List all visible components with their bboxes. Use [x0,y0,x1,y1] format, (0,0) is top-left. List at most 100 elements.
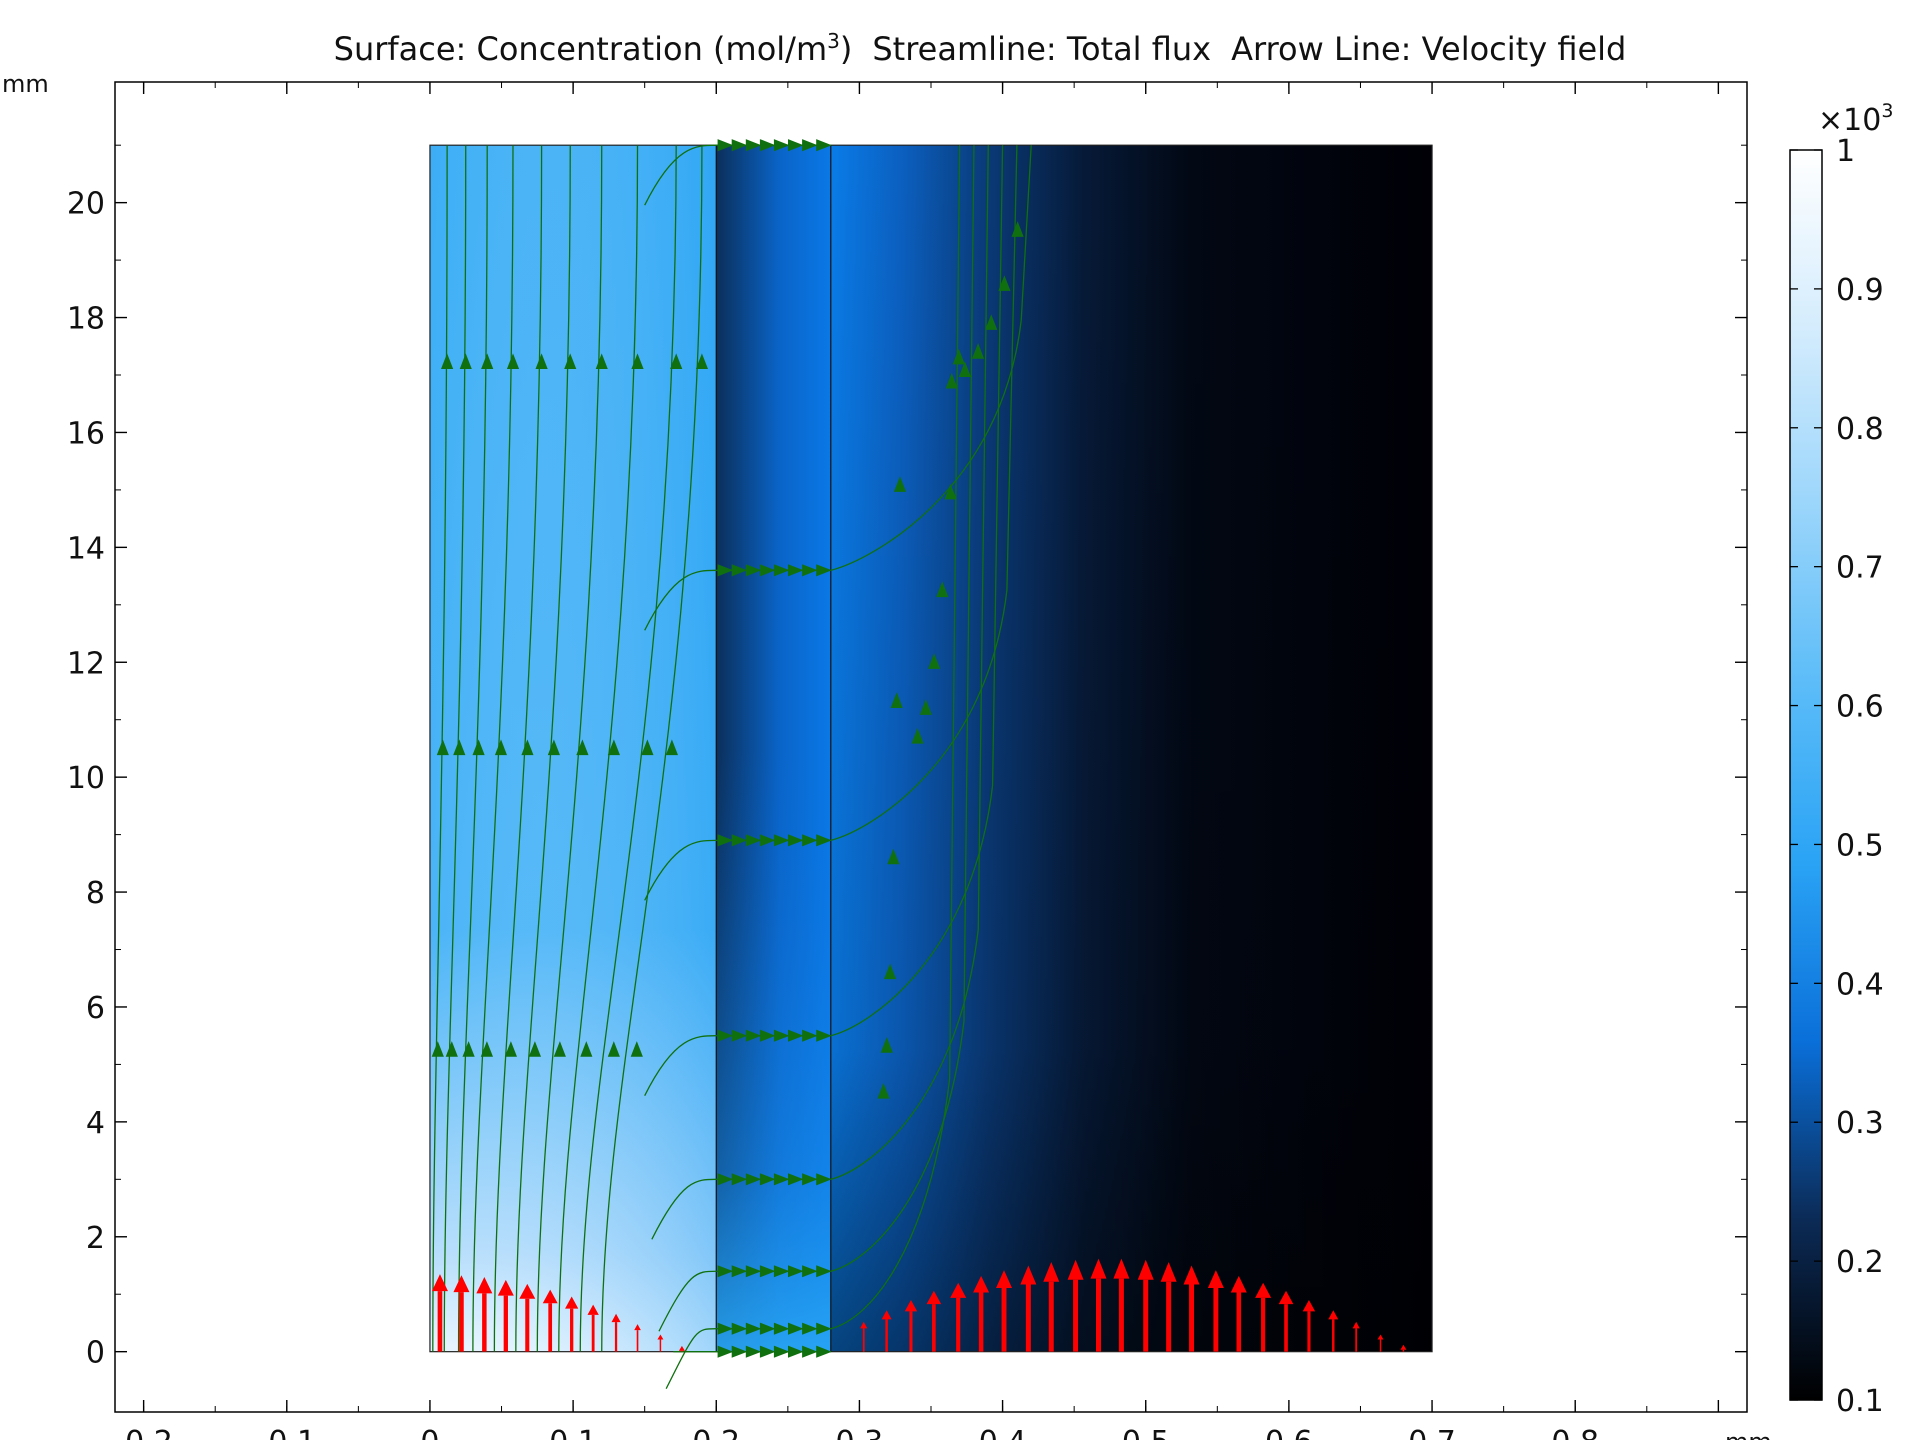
domain-border [429,144,1433,1353]
streamline-channel [644,144,831,206]
velocity-arrow [973,1275,990,1352]
velocity-arrow [1230,1275,1247,1352]
streamline-arrow [802,564,818,577]
streamline-arrow [731,139,748,152]
x-tick-label: 0.4 [979,1425,1027,1440]
velocity-arrow [497,1279,514,1352]
title-arrow: Arrow Line: Velocity field [1231,30,1626,68]
colorbar-tick-label: 0.3 [1836,1106,1884,1141]
y-tick-label: 14 [67,531,105,566]
velocity-arrow [950,1282,967,1352]
streamline-left [515,145,571,1352]
streamline-arrow [952,348,965,365]
streamline-left [493,145,543,1352]
velocity-arrow [678,1345,685,1352]
colorbar-gradient [1789,149,1823,1401]
streamline-arrow [773,1322,790,1335]
streamline-arrow [802,1029,818,1042]
streamline-arrow [745,1265,762,1278]
streamline-arrow [773,139,790,152]
x-tick-label: 0.5 [1122,1425,1170,1440]
streamline-right [830,145,1032,571]
streamline-arrow [731,834,748,847]
streamline-arrow [802,834,818,847]
streamline-channel [658,1270,831,1332]
streamline-arrow [998,275,1011,291]
velocity-arrow [453,1275,470,1352]
x-tick-label: 0.3 [836,1425,884,1440]
streamline-arrow [788,1345,804,1358]
streamline-channel [651,1178,831,1240]
velocity-arrow [611,1313,621,1352]
streamline-arrow [880,1037,893,1053]
streamline-arrow [759,1322,776,1335]
streamline-arrow [607,1041,620,1057]
velocity-arrow [542,1289,558,1352]
streamline-arrow [773,834,790,847]
streamline-left [432,145,448,1352]
streamline-arrow [504,1041,517,1057]
streamline-arrow [759,1173,776,1186]
streamline-arrow [494,739,507,756]
streamline-arrow [958,361,971,377]
streamline-arrow [936,581,949,598]
streamline-arrow [745,834,762,847]
streamline-arrow [717,1265,734,1278]
streamline-arrow [945,372,958,389]
streamline-channel [644,839,831,901]
streamline-arrow [717,564,734,577]
y-tick-label: 8 [86,876,105,911]
streamline-arrow [731,1173,748,1186]
streamline-arrow [745,139,762,152]
streamline-arrow [576,739,589,756]
streamline-right [830,145,1018,841]
streamline-arrow [641,739,654,756]
streamline-channel [644,1035,831,1096]
streamline-arrow [759,564,776,577]
streamline-arrow [745,1345,762,1358]
velocity-arrow [1278,1290,1294,1352]
colorbar-tick-label: 0.1 [1836,1384,1884,1419]
velocity-arrow [881,1310,892,1352]
streamline-arrow [431,1041,444,1057]
streamline-arrow [773,1265,790,1278]
velocity-arrow [1160,1262,1177,1352]
streamline-arrow [773,1345,790,1358]
x-tick-label: -0.2 [114,1425,173,1440]
streamline-arrow [459,353,472,369]
streamline-left [579,145,677,1352]
streamline-arrow [919,699,932,715]
streamline-right [830,145,1004,1037]
streamline-arrow [788,1029,804,1042]
velocity-arrow [1020,1265,1037,1352]
streamline-arrow [944,483,957,500]
x-tick-label: 0.6 [1265,1425,1313,1440]
velocity-arrow [1207,1270,1224,1352]
colorbar-multiplier-exp: 3 [1881,100,1893,122]
streamline-arrow [745,1029,762,1042]
y-tick-label: 10 [67,761,105,796]
colorbar-tick-label: 0.9 [1836,273,1884,308]
streamline-arrow [884,963,897,980]
velocity-arrow [634,1324,641,1352]
x-tick-label: 0.7 [1408,1425,1456,1440]
x-tick-label: -0.1 [258,1425,317,1440]
colorbar-ticks: 0.1 0.2 0.3 0.4 0.5 0.6 0.7 0.8 0.9 1 [1790,134,1884,1419]
streamline-arrow [445,1041,458,1057]
streamline-arrow [816,1173,832,1186]
colorbar-multiplier: ×103 [1818,100,1893,138]
streamline-arrow [521,739,534,756]
streamline-arrow [717,1173,734,1186]
y-unit-label: mm [2,70,49,98]
streamline-arrow [731,564,748,577]
streamline-arrow [759,1345,776,1358]
velocity-arrow [1377,1334,1384,1352]
y-tick-label: 12 [67,646,105,681]
streamline-arrow [441,353,454,369]
colorbar-tick-label: 0.4 [1836,967,1884,1002]
x-tick-label: 0.2 [692,1425,740,1440]
colorbar-tick-label: 0.8 [1836,412,1884,447]
streamline-arrow [630,1041,643,1057]
streamline-left [558,145,639,1352]
streamline-left [457,145,488,1352]
